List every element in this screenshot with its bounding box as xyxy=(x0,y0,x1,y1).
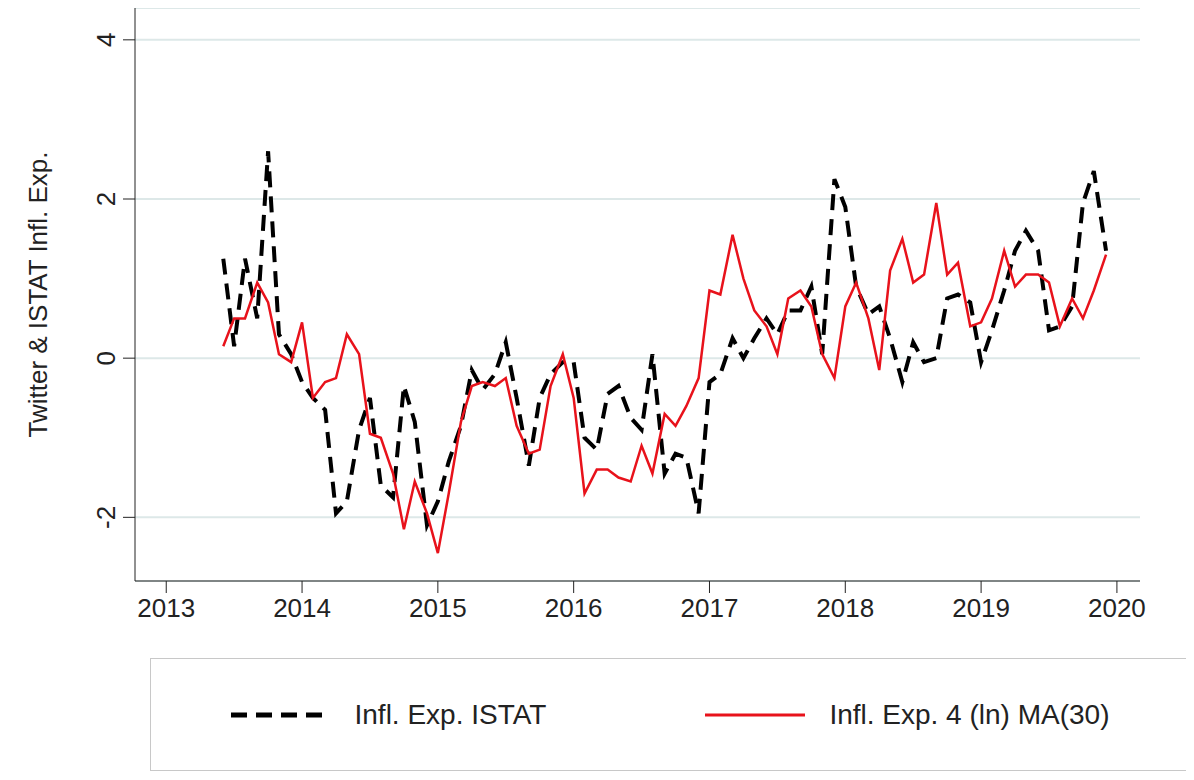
svg-text:2020: 2020 xyxy=(1088,593,1146,623)
svg-text:2013: 2013 xyxy=(137,593,195,623)
svg-text:Twitter & ISTAT Infl. Exp.: Twitter & ISTAT Infl. Exp. xyxy=(23,151,53,437)
svg-text:4: 4 xyxy=(91,33,121,47)
svg-text:2: 2 xyxy=(91,192,121,206)
svg-text:-2: -2 xyxy=(91,506,121,529)
svg-text:2018: 2018 xyxy=(816,593,874,623)
html-text:Infl. Exp. ISTAT: Infl. Exp. ISTAT xyxy=(354,698,547,730)
html-text:Infl. Exp. 4 (ln) MA(30): Infl. Exp. 4 (ln) MA(30) xyxy=(829,698,1110,730)
svg-text:2015: 2015 xyxy=(409,593,467,623)
svg-text:2014: 2014 xyxy=(273,593,331,623)
svg-text:0: 0 xyxy=(91,351,121,365)
svg-text:2016: 2016 xyxy=(545,593,603,623)
svg-text:2019: 2019 xyxy=(952,593,1010,623)
svg-text:2017: 2017 xyxy=(681,593,739,623)
